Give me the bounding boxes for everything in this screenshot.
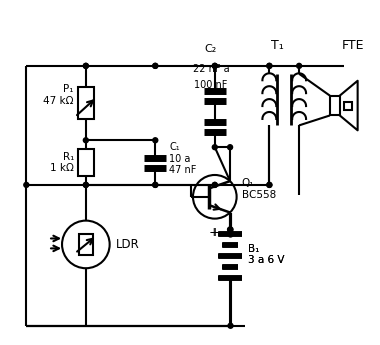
Circle shape bbox=[212, 63, 217, 68]
Circle shape bbox=[83, 183, 88, 187]
Text: LDR: LDR bbox=[116, 238, 139, 251]
Text: +: + bbox=[209, 226, 220, 239]
Circle shape bbox=[83, 63, 88, 68]
Circle shape bbox=[267, 183, 272, 187]
Circle shape bbox=[212, 145, 217, 150]
Text: P₁
47 kΩ: P₁ 47 kΩ bbox=[43, 84, 74, 106]
Circle shape bbox=[297, 63, 302, 68]
Circle shape bbox=[228, 227, 233, 232]
Text: 100 nF: 100 nF bbox=[194, 80, 228, 90]
Bar bbox=[78, 149, 94, 177]
Bar bbox=[330, 96, 340, 116]
Text: +: + bbox=[209, 226, 220, 239]
Text: C₁
10 a
47 nF: C₁ 10 a 47 nF bbox=[169, 142, 196, 175]
Circle shape bbox=[83, 63, 88, 68]
Circle shape bbox=[153, 138, 158, 143]
Circle shape bbox=[212, 183, 217, 187]
Text: FTE: FTE bbox=[341, 39, 364, 52]
Bar bbox=[78, 87, 94, 119]
Circle shape bbox=[212, 63, 217, 68]
Circle shape bbox=[212, 183, 217, 187]
Circle shape bbox=[267, 63, 272, 68]
Text: T₁: T₁ bbox=[271, 39, 283, 52]
Circle shape bbox=[153, 183, 158, 187]
Circle shape bbox=[153, 183, 158, 187]
Circle shape bbox=[153, 63, 158, 68]
Text: R₁
1 kΩ: R₁ 1 kΩ bbox=[50, 152, 74, 174]
Bar bbox=[79, 234, 93, 255]
Circle shape bbox=[153, 63, 158, 68]
Circle shape bbox=[83, 138, 88, 143]
Text: B₁
3 a 6 V: B₁ 3 a 6 V bbox=[248, 244, 284, 265]
Circle shape bbox=[24, 183, 29, 187]
Text: 22 nF a: 22 nF a bbox=[193, 64, 229, 74]
Text: C₂: C₂ bbox=[205, 44, 217, 54]
Circle shape bbox=[267, 63, 272, 68]
Circle shape bbox=[228, 232, 233, 237]
Bar bbox=[344, 101, 352, 109]
Circle shape bbox=[267, 183, 272, 187]
Circle shape bbox=[228, 145, 233, 150]
Text: Q₁
BC558: Q₁ BC558 bbox=[242, 178, 276, 200]
Circle shape bbox=[228, 227, 233, 232]
Circle shape bbox=[228, 323, 233, 328]
Text: B₁
3 a 6 V: B₁ 3 a 6 V bbox=[249, 244, 285, 265]
Circle shape bbox=[83, 183, 88, 187]
